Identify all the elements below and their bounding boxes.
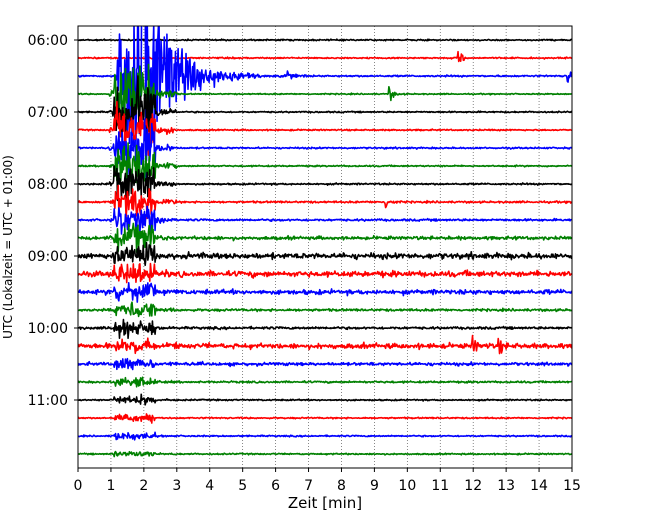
x-tick-label: 6 <box>271 478 280 494</box>
x-axis-label: Zeit [min] <box>288 494 362 512</box>
x-tick-label: 12 <box>464 478 482 494</box>
x-tick-label: 8 <box>337 478 346 494</box>
x-tick-label: 13 <box>497 478 515 494</box>
x-tick-label: 2 <box>139 478 148 494</box>
trace-0600 <box>78 38 572 42</box>
y-tick-label: 10:00 <box>28 321 68 337</box>
x-tick-label: 5 <box>238 478 247 494</box>
trace-1130 <box>78 431 572 441</box>
seismic-traces <box>78 26 572 458</box>
trace-1115 <box>78 413 572 424</box>
trace-0715 <box>78 100 572 157</box>
x-tick-label: 1 <box>106 478 115 494</box>
trace-0845 <box>78 222 572 253</box>
y-tick-label: 06:00 <box>28 33 68 49</box>
trace-0930 <box>78 282 572 303</box>
trace-0900 <box>78 241 572 267</box>
trace-1000 <box>78 318 572 340</box>
y-axis-label: UTC (Lokalzeit = UTC + 01:00) <box>1 155 15 339</box>
trace-0830 <box>78 205 572 235</box>
trace-1015 <box>78 334 572 355</box>
plot-frame <box>77 25 573 469</box>
trace-1045 <box>78 376 572 388</box>
trace-0945 <box>78 301 572 318</box>
y-tick-label: 11:00 <box>28 393 68 409</box>
trace-0700 <box>78 75 572 149</box>
trace-0815 <box>78 184 572 220</box>
x-tick-label: 9 <box>370 478 379 494</box>
y-tick-label: 09:00 <box>28 249 68 265</box>
trace-0615 <box>78 50 572 63</box>
x-axis-ticks: 0 1 2 3 4 5 6 7 8 9 10 11 12 13 14 15 <box>74 468 581 494</box>
x-tick-label: 3 <box>172 478 181 494</box>
y-tick-label: 08:00 <box>28 177 68 193</box>
x-tick-label: 7 <box>304 478 313 494</box>
x-tick-label: 14 <box>530 478 548 494</box>
trace-1030 <box>78 357 572 371</box>
trace-1145 <box>78 450 572 458</box>
trace-1100 <box>78 393 572 406</box>
x-tick-label: 10 <box>398 478 416 494</box>
trace-0645 <box>78 63 572 131</box>
trace-0915 <box>78 262 572 284</box>
y-axis-ticks: 06:00 07:00 08:00 09:00 10:00 11:00 <box>28 33 78 409</box>
trace-0800 <box>78 165 572 203</box>
x-tick-label: 4 <box>205 478 214 494</box>
trace-0630 <box>78 26 572 184</box>
y-tick-label: 07:00 <box>28 105 68 121</box>
x-tick-label: 0 <box>74 478 83 494</box>
x-tick-label: 11 <box>431 478 449 494</box>
x-tick-label: 15 <box>563 478 581 494</box>
trace-0730 <box>78 118 572 178</box>
trace-0745 <box>78 142 572 188</box>
